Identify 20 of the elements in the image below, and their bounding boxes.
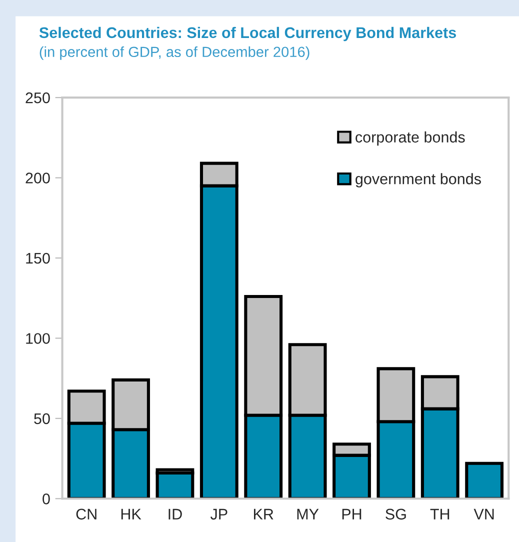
- chart-subtitle: (in percent of GDP, as of December 2016): [40, 46, 310, 60]
- y-tick-label: 200: [26, 172, 50, 184]
- x-tick-label: PH: [342, 508, 362, 520]
- chart-title: Selected Countries: Size of Local Currency Bond Markets: [39, 26, 456, 42]
- x-tick-label: KR: [254, 508, 274, 520]
- legend-label: government bonds: [356, 173, 481, 188]
- x-tick-label: TH: [430, 508, 450, 520]
- y-tick-label: 0: [42, 494, 50, 504]
- y-tick-label: 100: [26, 333, 50, 344]
- x-tick-label: HK: [121, 508, 142, 520]
- y-tick-label: 250: [26, 92, 50, 104]
- x-tick-label: JP: [210, 508, 228, 520]
- x-tick-label: SG: [386, 508, 406, 520]
- y-tick-label: 50: [34, 413, 50, 424]
- x-tick-label: MY: [297, 508, 319, 520]
- legend-label: corporate bonds: [356, 131, 465, 146]
- x-tick-label: CN: [76, 508, 96, 520]
- x-tick-label: ID: [168, 508, 182, 520]
- y-tick-label: 150: [26, 252, 50, 264]
- x-tick-label: VN: [474, 508, 494, 520]
